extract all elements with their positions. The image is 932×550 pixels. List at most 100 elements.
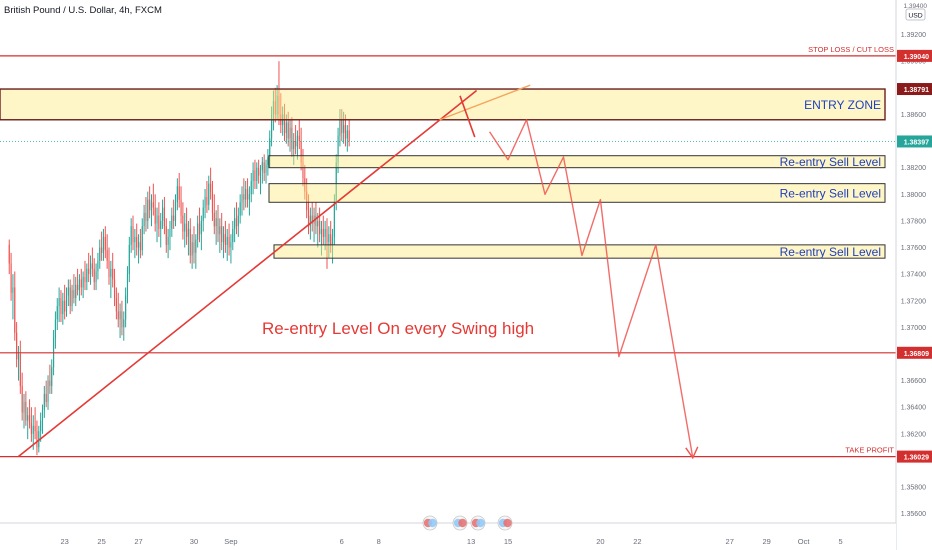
candle-body xyxy=(95,271,97,283)
candle-body xyxy=(30,423,32,434)
candle-body xyxy=(311,215,313,224)
candle-body xyxy=(43,393,45,410)
candle-body xyxy=(176,186,178,203)
candle-body xyxy=(278,95,280,115)
time-tick-label: 29 xyxy=(763,537,771,546)
candle-body xyxy=(269,138,271,158)
candle-body xyxy=(174,202,177,221)
candle-body xyxy=(204,196,206,208)
partial-top-tick: 1.39400 xyxy=(904,3,928,10)
candle-body xyxy=(302,162,304,179)
candle-body xyxy=(333,202,335,237)
re-entry-zone xyxy=(268,155,886,169)
candle-body xyxy=(17,353,20,360)
candle-body xyxy=(287,122,289,139)
candle-body xyxy=(71,290,73,307)
zone-label: Re-entry Sell Level xyxy=(780,155,881,169)
candle-body xyxy=(343,125,345,134)
candle-body xyxy=(126,274,129,296)
candle-body xyxy=(19,353,21,386)
candle-body xyxy=(12,287,14,293)
candle-body xyxy=(261,162,263,171)
price-tick-label: 1.37200 xyxy=(901,298,926,305)
price-tick-label: 1.35800 xyxy=(901,485,926,492)
candle-body xyxy=(213,212,215,227)
candle-body xyxy=(137,242,140,248)
price-tick-label: 1.37000 xyxy=(901,325,926,332)
candle-body xyxy=(10,263,12,293)
projection-arrow-head xyxy=(685,446,699,460)
zone-label: Re-entry Sell Level xyxy=(780,186,881,200)
price-tick-label: 1.36600 xyxy=(901,378,926,385)
stop-loss-price-badge: 1.39040 xyxy=(904,54,929,61)
time-tick-label: 5 xyxy=(838,537,842,546)
candle-body xyxy=(317,220,319,227)
candle-body xyxy=(89,263,92,275)
candle-body xyxy=(221,226,223,243)
projection-path xyxy=(488,119,694,458)
candle-body xyxy=(101,247,103,253)
candle-body xyxy=(28,415,31,424)
take-profit-label: TAKE PROFIT xyxy=(845,446,894,455)
candle-body xyxy=(80,279,82,288)
candle-body xyxy=(283,114,286,134)
candle-body xyxy=(208,183,210,205)
candle-body xyxy=(143,212,145,227)
candle-body xyxy=(341,119,343,134)
candle-body xyxy=(344,125,347,139)
candle-body xyxy=(328,234,330,243)
time-tick-label: 15 xyxy=(504,537,512,546)
time-tick-label: 6 xyxy=(340,537,344,546)
candle-body xyxy=(235,218,238,227)
candle-body xyxy=(51,367,53,386)
price-tick-label: 1.35600 xyxy=(901,511,926,518)
current-price-badge-bg xyxy=(897,135,932,148)
candle-body xyxy=(119,311,121,320)
candle-body xyxy=(245,188,247,200)
candle-body xyxy=(335,162,337,203)
candle-body xyxy=(102,236,105,253)
time-tick-label: 27 xyxy=(134,537,142,546)
candle-body xyxy=(222,234,225,243)
candle-body xyxy=(252,170,254,181)
candle-body xyxy=(14,287,16,333)
candle-body xyxy=(163,207,165,227)
candle-body xyxy=(8,244,10,264)
time-tick-label: Sep xyxy=(224,537,237,546)
price-tick-label: 1.39200 xyxy=(901,32,926,39)
candle-body xyxy=(150,202,153,211)
candle-body xyxy=(215,218,217,227)
candle-body xyxy=(165,226,167,245)
candle-body xyxy=(189,228,191,256)
candle-body xyxy=(285,122,287,134)
candle-body xyxy=(319,220,321,235)
take-profit-price-badge-bg xyxy=(897,450,932,463)
candle-body xyxy=(217,218,219,235)
candle-body xyxy=(298,135,300,142)
support-price-badge: 1.36809 xyxy=(904,351,929,358)
candle-body xyxy=(337,135,339,163)
candle-body xyxy=(331,236,334,245)
candle-body xyxy=(226,236,228,245)
candle-body xyxy=(64,300,66,312)
candle-body xyxy=(239,202,241,216)
entry-zone xyxy=(0,88,886,121)
candle-body xyxy=(219,226,221,235)
candle-body xyxy=(274,101,276,115)
candle-body xyxy=(202,207,204,221)
flag-icon xyxy=(428,518,437,528)
flag-icon xyxy=(458,518,467,528)
economic-events-icons xyxy=(422,515,513,531)
candle-body xyxy=(21,385,23,413)
candle-body xyxy=(88,268,90,275)
candlestick-series xyxy=(8,61,350,456)
candle-body xyxy=(315,215,317,227)
re-entry-zone xyxy=(268,183,886,203)
price-tick-label: 1.37400 xyxy=(901,272,926,279)
chart-title: British Pound / U.S. Dollar, 4h, FXCM xyxy=(4,5,162,16)
candle-body xyxy=(169,228,171,237)
currency-badge[interactable] xyxy=(905,8,926,21)
candle-body xyxy=(158,215,160,229)
candle-body xyxy=(149,199,151,211)
